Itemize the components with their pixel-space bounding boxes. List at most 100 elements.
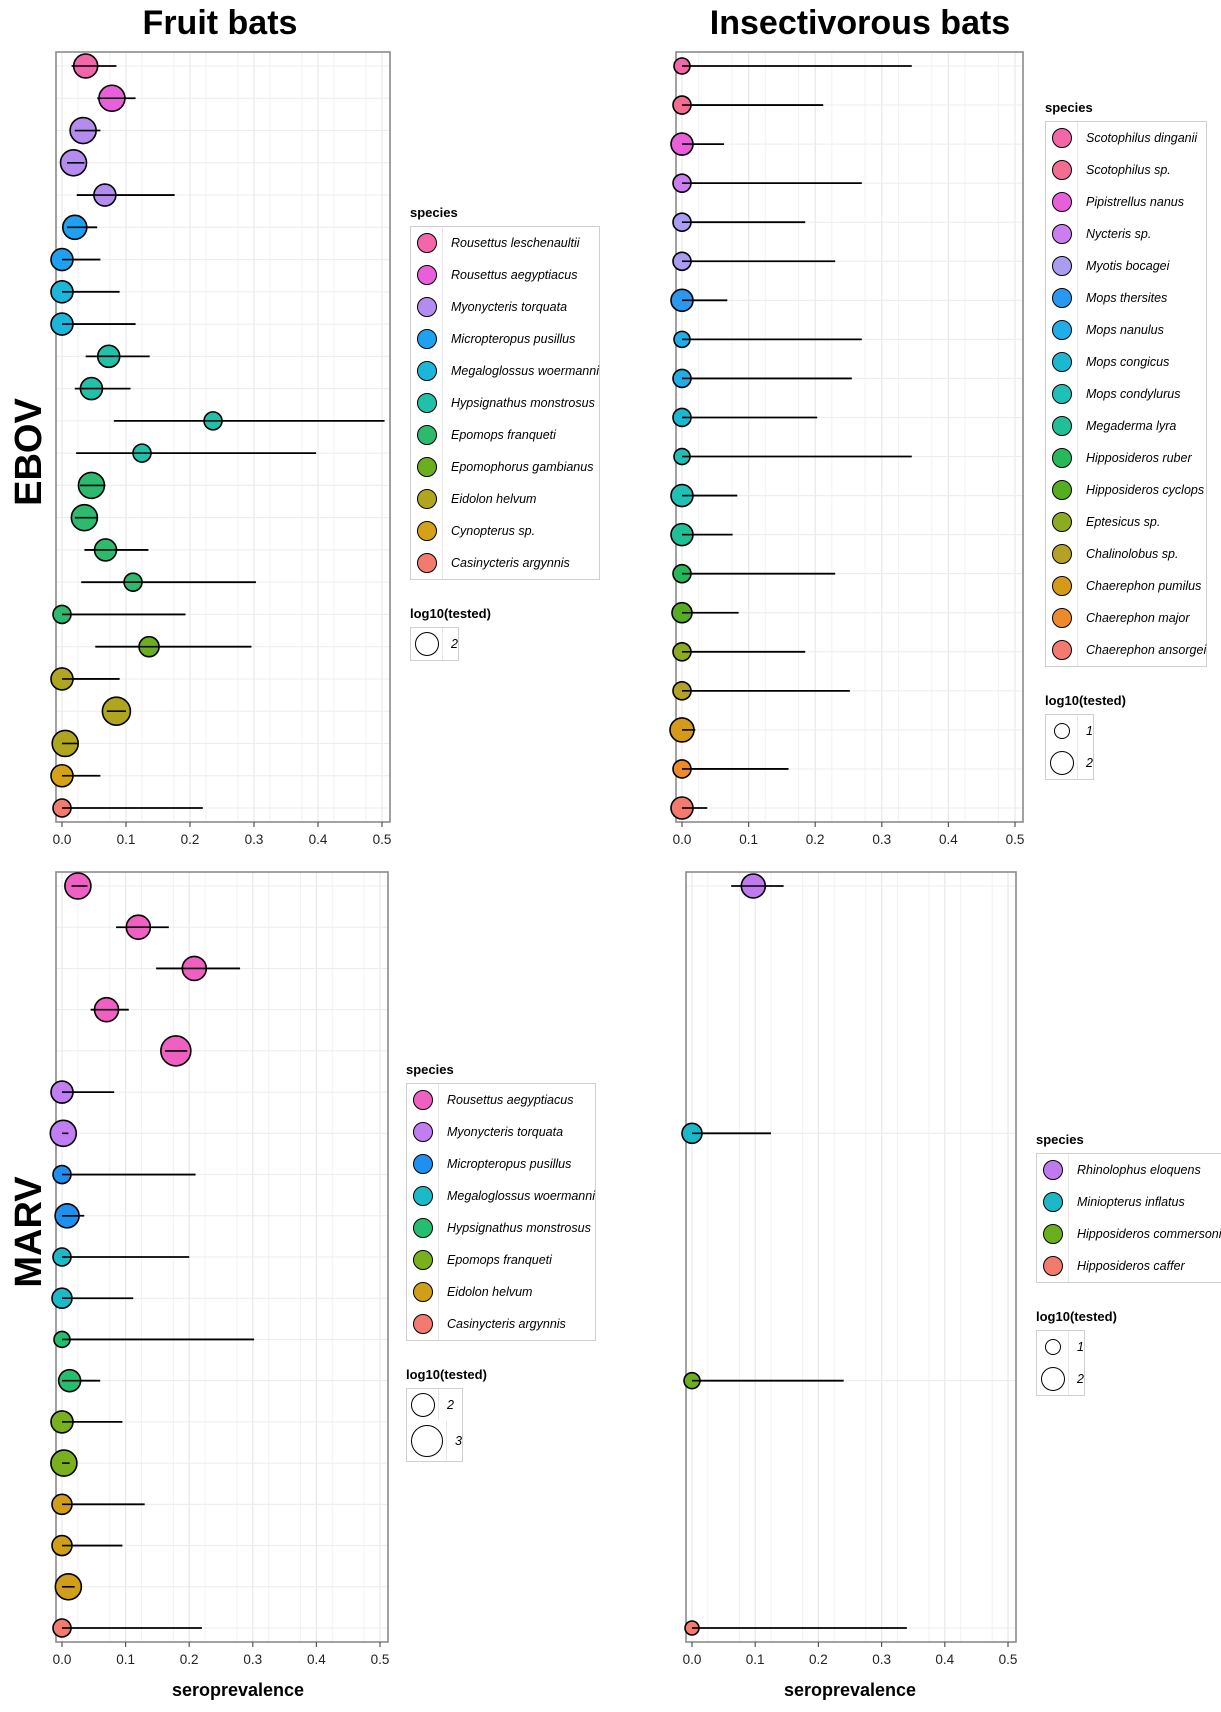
legend-swatch-icon xyxy=(1043,1160,1063,1180)
size-circle-icon xyxy=(1050,751,1074,775)
legend-size-key xyxy=(407,1389,439,1421)
legend-label: Chaerephon ansorgei xyxy=(1086,643,1207,657)
x-tick-label: 0.3 xyxy=(245,832,264,847)
legend-label: Pipistrellus nanus xyxy=(1086,195,1184,209)
legend-label: Rhinolophus eloquens xyxy=(1077,1163,1201,1177)
legend-key xyxy=(1046,346,1078,378)
legend-key xyxy=(1046,122,1078,154)
legend-item: Chaerephon pumilus xyxy=(1046,570,1206,602)
legend-swatch-icon xyxy=(1052,416,1072,436)
legend-item: Mops congicus xyxy=(1046,346,1206,378)
x-tick-label: 0.3 xyxy=(872,832,891,847)
legend-swatch-icon xyxy=(417,489,437,509)
x-tick-label: 0.1 xyxy=(116,1652,135,1667)
legend-swatch-icon xyxy=(1052,288,1072,308)
legend-key xyxy=(411,355,443,387)
column-title-insectivorous-bats: Insectivorous bats xyxy=(709,4,1011,42)
legend-item: Rousettus aegyptiacus xyxy=(411,259,599,291)
legend-label: Cynopterus sp. xyxy=(451,524,536,538)
legend-item: Micropteropus pusillus xyxy=(411,323,599,355)
legend-label: Epomops franqueti xyxy=(451,428,556,442)
x-tick-label: 0.3 xyxy=(243,1652,262,1667)
legend-swatch-icon xyxy=(1052,192,1072,212)
legend-key xyxy=(1046,282,1078,314)
legend-item: Chalinolobus sp. xyxy=(1046,538,1206,570)
legend-key xyxy=(1046,570,1078,602)
legend-swatch-icon xyxy=(417,361,437,381)
panel-marv-insect: 0.0 0.1 0.2 0.3 0.4 0.5 xyxy=(681,871,1017,1667)
legend-size-item: 2 xyxy=(411,628,458,660)
legend-item: Eidolon helvum xyxy=(411,483,599,515)
legend-size-title: log10(tested) xyxy=(406,1367,487,1382)
legend-key xyxy=(1046,538,1078,570)
legend-label: Eptesicus sp. xyxy=(1086,515,1161,529)
legend-key xyxy=(1046,474,1078,506)
legend-swatch-icon xyxy=(1043,1192,1063,1212)
legend-size-item: 3 xyxy=(407,1421,462,1461)
legend-key xyxy=(1046,506,1078,538)
x-tick-label: 0.5 xyxy=(1006,832,1025,847)
panel-border xyxy=(675,51,1024,823)
legend-item: Eptesicus sp. xyxy=(1046,506,1206,538)
legend-item: Casinycteris argynnis xyxy=(411,547,599,579)
legend-label: Megaloglossus woermanni xyxy=(447,1189,595,1203)
legend-marv-fruit: species Rousettus aegyptiacus Myonycteris … xyxy=(406,1062,596,1466)
x-tick-label: 0.5 xyxy=(373,832,392,847)
legend-item: Mops nanulus xyxy=(1046,314,1206,346)
legend-swatch-icon xyxy=(417,297,437,317)
x-tick-label: 0.0 xyxy=(683,1652,702,1667)
legend-swatch-icon xyxy=(1052,160,1072,180)
legend-label: Rousettus aegyptiacus xyxy=(451,268,578,282)
legend-label: Casinycteris argynnis xyxy=(447,1317,566,1331)
x-tick-label: 0.5 xyxy=(371,1652,390,1667)
legend-label: Chaerephon major xyxy=(1086,611,1190,625)
legend-species-box: Scotophilus dinganii Scotophilus sp. Pipis… xyxy=(1045,121,1208,667)
legend-label: Hipposideros ruber xyxy=(1086,451,1192,465)
legend-species-box: Rousettus leschenaultii Rousettus aegypti… xyxy=(410,226,600,580)
legend-size-label: 2 xyxy=(1086,756,1093,770)
legend-ebov-insect: species Scotophilus dinganii Scotophilus s… xyxy=(1045,100,1208,784)
legend-label: Hipposideros commersoni xyxy=(1077,1227,1221,1241)
legend-size-label: 1 xyxy=(1086,724,1093,738)
x-tick-label: 0.1 xyxy=(746,1652,765,1667)
legend-item: Myonycteris torquata xyxy=(411,291,599,323)
legend-swatch-icon xyxy=(417,233,437,253)
legend-size-key xyxy=(1037,1363,1069,1395)
x-tick-label: 0.3 xyxy=(872,1652,891,1667)
legend-item: Micropteropus pusillus xyxy=(407,1148,595,1180)
legend-label: Eidolon helvum xyxy=(451,492,537,506)
legend-swatch-icon xyxy=(417,265,437,285)
legend-label: Myotis bocagei xyxy=(1086,259,1170,273)
size-circle-icon xyxy=(411,1425,443,1457)
legend-size-label: 2 xyxy=(447,1398,454,1412)
legend-swatch-icon xyxy=(417,393,437,413)
legend-item: Chaerephon major xyxy=(1046,602,1206,634)
legend-swatch-icon xyxy=(417,425,437,445)
legend-item: Epomops franqueti xyxy=(407,1244,595,1276)
legend-species-box: Rhinolophus eloquens Miniopterus inflatus… xyxy=(1036,1153,1221,1283)
legend-label: Myonycteris torquata xyxy=(447,1125,564,1139)
legend-item: Mops condylurus xyxy=(1046,378,1206,410)
legend-label: Myonycteris torquata xyxy=(451,300,568,314)
legend-swatch-icon xyxy=(413,1250,433,1270)
size-circle-icon xyxy=(1054,723,1070,739)
legend-label: Hipposideros cyclops xyxy=(1086,483,1205,497)
legend-label: Scotophilus dinganii xyxy=(1086,131,1198,145)
legend-key xyxy=(1037,1154,1069,1186)
legend-item: Mops thersites xyxy=(1046,282,1206,314)
legend-species-box: Rousettus aegyptiacus Myonycteris torquat… xyxy=(406,1083,596,1341)
legend-swatch-icon xyxy=(1052,128,1072,148)
panel-border xyxy=(685,871,1017,1643)
legend-label: Miniopterus inflatus xyxy=(1077,1195,1185,1209)
x-tick-label: 0.1 xyxy=(739,832,758,847)
legend-swatch-icon xyxy=(417,329,437,349)
legend-size-label: 3 xyxy=(455,1434,462,1448)
legend-key xyxy=(1046,602,1078,634)
x-tick-label: 0.0 xyxy=(673,832,692,847)
legend-key xyxy=(411,419,443,451)
x-axis-title-fruit: seroprevalence xyxy=(171,1680,305,1700)
legend-swatch-icon xyxy=(417,457,437,477)
legend-item: Myonycteris torquata xyxy=(407,1116,595,1148)
